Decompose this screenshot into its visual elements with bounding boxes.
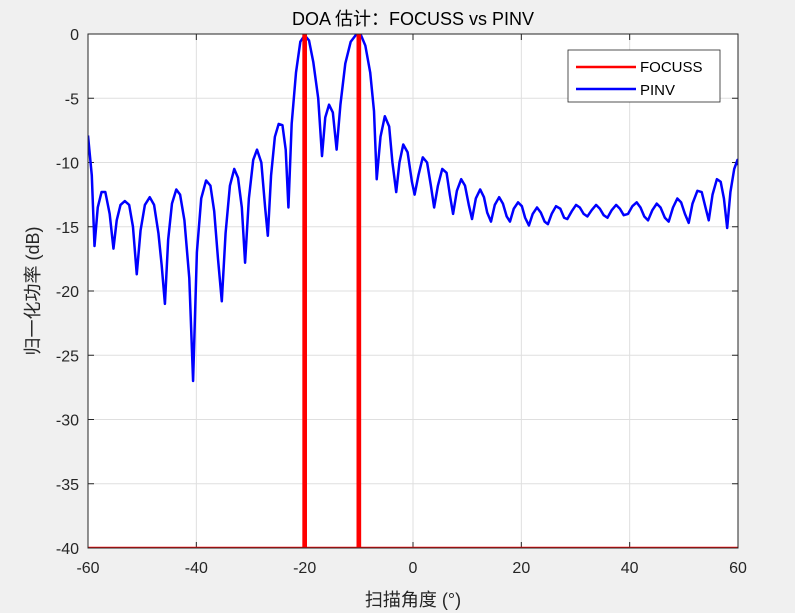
x-tick-label: -40 xyxy=(185,560,208,577)
y-tick-label: -25 xyxy=(56,348,79,365)
legend-label-pinv: PINV xyxy=(640,82,675,99)
y-tick-label: -20 xyxy=(56,284,79,301)
axes-box xyxy=(87,33,739,549)
x-tick-label: 20 xyxy=(512,560,530,577)
y-tick-label: -30 xyxy=(56,413,79,430)
legend-box xyxy=(567,49,721,103)
y-tick-label: -10 xyxy=(56,156,79,173)
chart-title: DOA 估计：FOCUSS vs PINV xyxy=(292,9,534,29)
x-tick-label: 60 xyxy=(729,560,747,577)
series-line-pinv xyxy=(88,34,738,383)
y-tick-label: 0 xyxy=(70,27,79,44)
y-tick-label: -5 xyxy=(65,91,79,108)
y-tick-label: -35 xyxy=(56,477,79,494)
series-line-focuss xyxy=(88,34,738,548)
y-tick-label: -40 xyxy=(56,541,79,558)
y-tick-label: -15 xyxy=(56,220,79,237)
x-tick-label: 0 xyxy=(409,560,418,577)
series xyxy=(88,34,738,548)
x-tick-label: -20 xyxy=(293,560,316,577)
y-axis-title: 归一化功率 (dB) xyxy=(23,226,43,355)
x-tick-label: 40 xyxy=(621,560,639,577)
legend-label-focuss: FOCUSS xyxy=(640,59,703,76)
x-axis-title: 扫描角度 (°) xyxy=(365,590,461,610)
x-tick-label: -60 xyxy=(76,560,99,577)
legend[interactable]: FOCUSS PINV xyxy=(567,49,721,103)
